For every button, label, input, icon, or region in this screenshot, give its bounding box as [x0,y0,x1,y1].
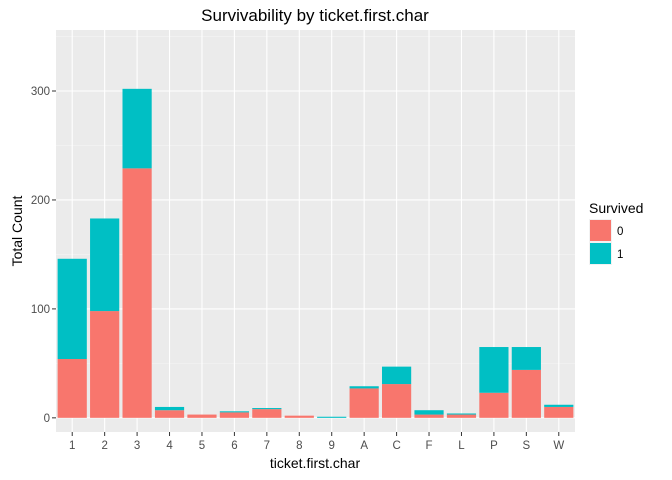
bar-segment-1 [90,218,120,312]
bars [57,88,574,418]
bar-segment-0 [414,414,444,418]
x-tick-label: 2 [101,440,107,452]
legend-key [590,220,611,241]
bar-segment-0 [187,414,217,418]
bar-segment-0 [349,388,379,418]
bar-segment-1 [544,404,574,407]
y-axis: 0 100 200 300 [31,86,56,425]
x-tick-label: L [458,440,465,452]
legend-label: 1 [617,249,623,261]
x-tick-label: W [553,440,564,452]
bar-segment-0 [154,410,185,418]
x-tick-label: 5 [199,440,205,452]
bar-segment-1 [154,406,185,411]
bar-segment-0 [219,412,250,418]
y-tick-label: 200 [31,195,50,207]
y-tick-label: 100 [31,304,50,316]
legend: Survived 0 1 [589,200,643,265]
bar-segment-0 [381,384,412,418]
x-tick-label: P [490,440,498,452]
x-tick-label: 6 [231,440,237,452]
bar-segment-1 [57,258,87,360]
bar-segment-0 [544,406,574,418]
x-axis-title: ticket.first.char [270,455,361,471]
x-tick-label: C [392,440,400,452]
bar-segment-1 [479,347,509,393]
legend-label: 0 [617,226,623,238]
bar-segment-0 [479,392,509,418]
bar-segment-1 [122,88,152,169]
x-axis: 1 2 3 4 5 6 7 8 9 A C F L P S W [69,432,564,452]
x-tick-label: 9 [329,440,335,452]
bar-segment-1 [219,411,250,413]
bar-segment-1 [511,347,541,370]
x-tick-label: 1 [69,440,75,452]
y-tick-label: 0 [44,413,50,425]
x-tick-label: 4 [166,440,173,452]
bar-segment-0 [90,311,120,418]
x-tick-label: 8 [296,440,302,452]
bar-segment-0 [446,414,477,418]
x-tick-label: F [426,440,433,452]
bar-segment-0 [57,359,87,418]
bar-segment-1 [349,386,379,389]
bar-segment-1 [381,366,412,385]
x-tick-label: 3 [134,440,140,452]
legend-key [590,243,611,264]
bar-segment-0 [252,409,282,418]
x-tick-label: 7 [264,440,270,452]
bar-segment-0 [122,168,152,418]
chart-title: Survivability by ticket.first.char [201,6,429,25]
bar-segment-1 [317,416,347,418]
y-tick-label: 300 [31,86,50,98]
bar-segment-0 [284,415,314,418]
legend-title: Survived [589,200,643,216]
x-tick-label: S [523,440,531,452]
bar-segment-0 [511,369,541,418]
y-axis-title: Total Count [9,195,25,266]
bar-segment-1 [252,408,282,410]
x-tick-label: A [360,440,368,452]
bar-segment-1 [446,413,477,415]
bar-segment-1 [414,410,444,415]
